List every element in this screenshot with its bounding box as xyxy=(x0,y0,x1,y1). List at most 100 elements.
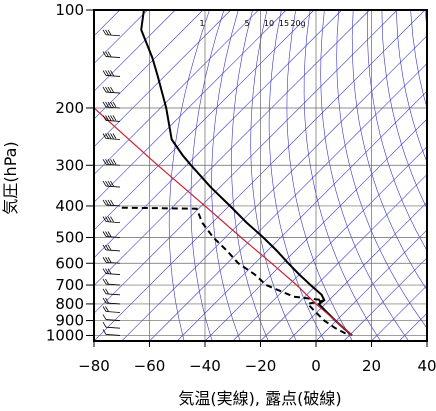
wind-barb-flag xyxy=(102,268,107,274)
wind-barb-flag xyxy=(102,231,107,237)
wind-barb-flag xyxy=(105,268,109,274)
dry-adiabat-line xyxy=(168,10,210,341)
wind-barb-flag xyxy=(102,306,107,312)
y-axis-title: 気圧(hPa) xyxy=(1,141,20,214)
isotherm-line xyxy=(94,10,287,203)
wind-barb-flag xyxy=(110,115,114,121)
wind-barb-flag xyxy=(102,257,107,263)
wind-barb xyxy=(102,322,121,329)
dry-adiabat-line xyxy=(320,10,409,341)
wind-barb-staff xyxy=(105,56,121,58)
wind-barb-staff xyxy=(105,106,121,109)
wind-barb-flag xyxy=(110,216,114,222)
y-tick-label: 200 xyxy=(55,99,84,117)
wind-barb-flag xyxy=(102,314,107,320)
wind-barb-flag xyxy=(105,133,109,139)
wind-barb xyxy=(102,297,121,305)
wind-barb-flag xyxy=(103,4,106,9)
isotherm-line xyxy=(94,10,342,259)
mixing-ratio-label: 1 xyxy=(199,19,204,28)
series-line-1 xyxy=(140,10,353,337)
mixing-ratio-label: 15 xyxy=(279,19,289,28)
x-tick-label: 40 xyxy=(417,357,436,375)
wind-barb-staff xyxy=(105,249,121,252)
series-line-3 xyxy=(94,107,353,336)
isotherm-line xyxy=(288,201,427,341)
wind-barb xyxy=(102,199,121,207)
dry-adiabat-line xyxy=(336,10,427,329)
x-tick-label: 20 xyxy=(362,357,381,375)
dry-adiabat-line xyxy=(351,10,427,291)
wind-barb xyxy=(102,329,121,336)
wind-barb-flag xyxy=(102,70,107,76)
x-tick-label: −40 xyxy=(189,357,221,375)
dry-adiabat-line xyxy=(211,10,241,341)
wind-barb xyxy=(102,51,121,58)
wind-barb xyxy=(102,133,121,140)
dry-adiabat-line xyxy=(303,10,381,341)
wind-barb-flag xyxy=(102,29,107,35)
wind-barb-staff xyxy=(105,334,121,336)
wind-barb-staff xyxy=(105,138,121,140)
wind-barb-flag xyxy=(102,133,107,139)
wind-barb-flag xyxy=(107,51,112,57)
wind-barb-flag xyxy=(105,70,109,76)
isotherm-line xyxy=(94,10,231,148)
wind-barb-flag xyxy=(105,101,109,108)
wind-barb-staff xyxy=(105,120,121,122)
x-tick-label: −20 xyxy=(245,357,277,375)
wind-barb-staff xyxy=(105,34,121,37)
wind-barb-flag xyxy=(105,257,109,263)
isotherm-line xyxy=(121,35,427,341)
wind-barb-flag xyxy=(102,244,107,251)
wind-barb xyxy=(102,288,121,296)
wind-barb-flag xyxy=(107,231,112,237)
wind-barb xyxy=(102,86,121,94)
wind-barb-flag xyxy=(102,278,107,285)
wind-barb-flag xyxy=(110,101,114,108)
isotherm-line xyxy=(94,10,204,120)
isotherm-line xyxy=(94,10,176,92)
wind-barb-flag xyxy=(110,159,114,165)
wind-barb-flag xyxy=(105,297,109,304)
x-tick-label: 0 xyxy=(311,357,321,375)
mixing-ratio-label: 20g xyxy=(290,19,305,28)
wind-barb-flag xyxy=(107,216,112,222)
wind-barb-flag xyxy=(105,199,109,206)
isotherm-line xyxy=(426,340,427,341)
wind-barb-staff xyxy=(105,311,121,313)
wind-barbs xyxy=(102,4,121,336)
grid-lines xyxy=(94,10,427,341)
isotherm-line xyxy=(315,229,427,341)
wind-barb-flag xyxy=(112,159,117,165)
wind-barb-flag xyxy=(102,288,107,295)
y-tick-label: 300 xyxy=(55,156,84,174)
y-tick-label: 900 xyxy=(55,312,84,330)
wind-barb-flag xyxy=(102,86,107,93)
wind-barb-flag xyxy=(102,180,107,187)
wind-barb xyxy=(102,216,121,223)
wind-barb-flag xyxy=(107,159,112,165)
wind-barb-flag xyxy=(110,70,114,76)
isotherm-line xyxy=(94,10,259,175)
y-tick-label: 400 xyxy=(55,197,84,215)
wind-barb-flag xyxy=(105,159,109,165)
wind-barb-flag xyxy=(102,115,107,121)
wind-barb-flag xyxy=(105,51,109,57)
dry-adiabat-line xyxy=(250,10,297,341)
wind-barb-flag xyxy=(102,51,107,57)
wind-barb-flag xyxy=(102,199,107,206)
wind-barb-flag xyxy=(112,133,117,139)
isotherm-line xyxy=(94,10,426,341)
dry-adiabat-line xyxy=(190,10,225,341)
wind-barb-staff xyxy=(105,204,121,207)
isotherm-line xyxy=(94,10,315,231)
wind-barb-staff xyxy=(105,261,121,264)
isotherm-line xyxy=(204,118,427,341)
wind-barb xyxy=(102,115,121,122)
wind-barb-flag xyxy=(106,4,109,9)
mixing-ratio-label: 5 xyxy=(244,19,249,28)
wind-barb-flag xyxy=(107,70,112,76)
isotherm-line xyxy=(232,146,427,341)
isotherm-line xyxy=(260,174,427,341)
